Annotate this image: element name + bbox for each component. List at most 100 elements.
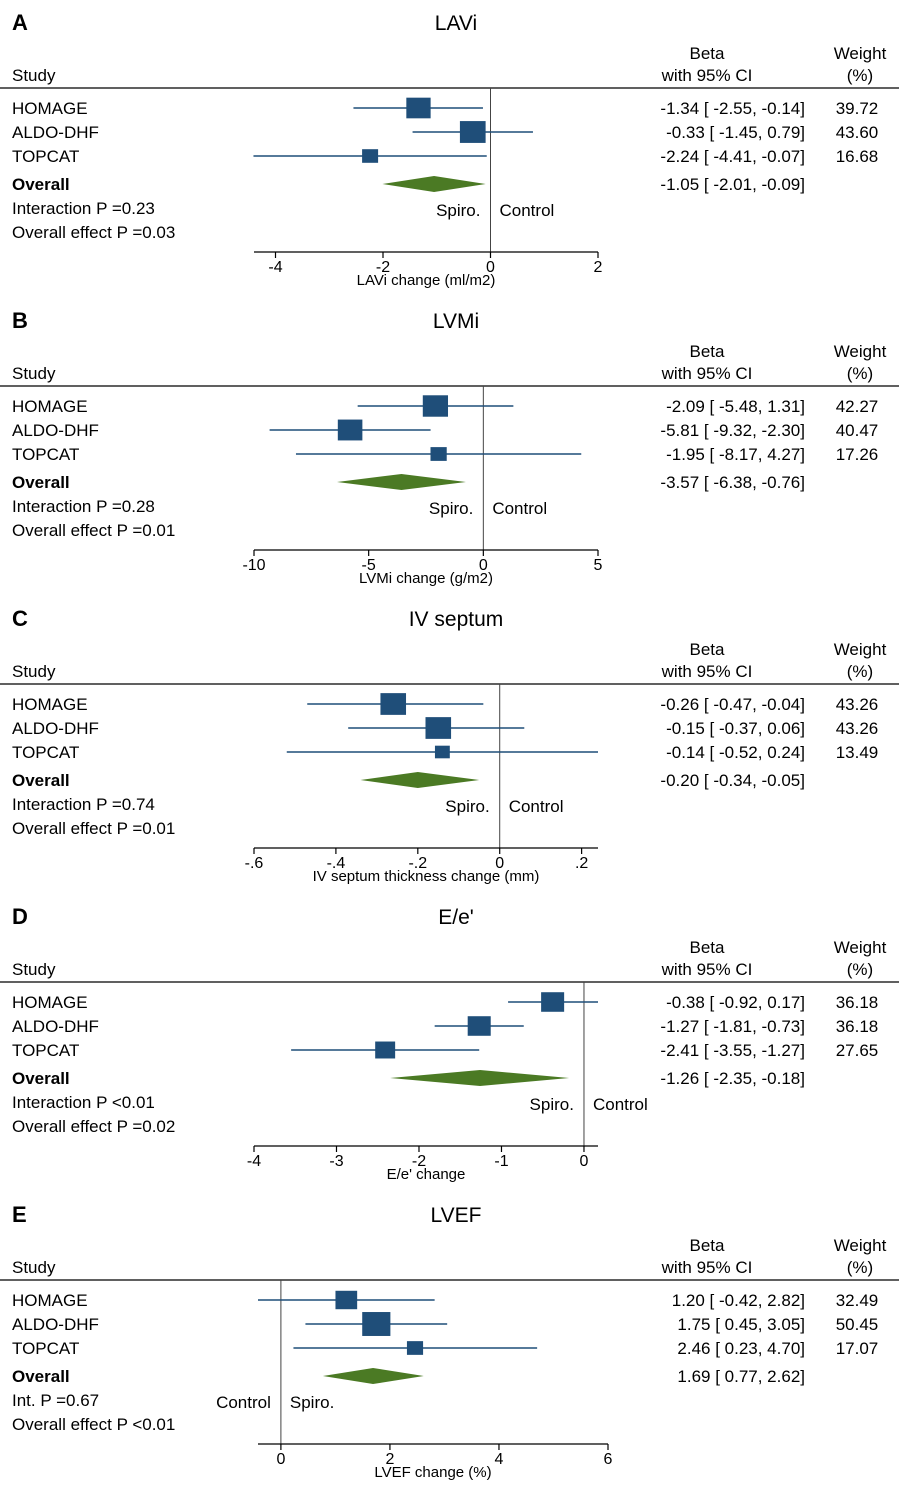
study-weight: 13.49 [836, 743, 879, 762]
header-beta: Beta [690, 640, 726, 659]
study-name: TOPCAT [12, 1041, 79, 1060]
study-name: ALDO-DHF [12, 123, 99, 142]
overall-ci-value: -0.20 [ -0.34, -0.05] [660, 771, 805, 790]
study-weight: 42.27 [836, 397, 879, 416]
study-marker [434, 745, 450, 759]
study-name: ALDO-DHF [12, 719, 99, 738]
panel-title: LAVi [435, 12, 477, 35]
x-axis-label: LVEF change (%) [374, 1464, 491, 1481]
panel-title: IV septum [409, 608, 504, 631]
x-tick-label: .2 [575, 855, 588, 872]
study-ci-value: -1.34 [ -2.55, -0.14] [660, 99, 805, 118]
study-weight: 43.26 [836, 719, 879, 738]
panel-a: A LAVi Study Beta with 95% CI Weight (%) HOMAGE… [0, 10, 899, 289]
x-tick-label: 4 [495, 1451, 504, 1468]
study-ci-value: -0.38 [ -0.92, 0.17] [666, 993, 805, 1012]
panel-d: D E/e' Study Beta with 95% CI Weight (%) HOMAGE… [0, 904, 899, 1183]
x-tick-label: 5 [594, 557, 603, 574]
study-marker [335, 1290, 358, 1310]
overall-effect-p: Overall effect P =0.03 [12, 223, 175, 242]
study-weight: 39.72 [836, 99, 879, 118]
x-tick-label: 2 [385, 1451, 394, 1468]
study-ci-value: -0.14 [ -0.52, 0.24] [666, 743, 805, 762]
study-marker [337, 419, 363, 441]
study-weight: 43.26 [836, 695, 879, 714]
overall-diamond [360, 772, 480, 788]
x-tick-label: 0 [580, 1153, 589, 1170]
study-ci-value: -2.41 [ -3.55, -1.27] [660, 1041, 805, 1060]
panel-letter: B [12, 308, 28, 333]
header-ci: with 95% CI [661, 662, 753, 681]
study-ci-value: 1.20 [ -0.42, 2.82] [672, 1291, 805, 1310]
study-name: TOPCAT [12, 445, 79, 464]
study-weight: 36.18 [836, 993, 879, 1012]
study-name: ALDO-DHF [12, 421, 99, 440]
header-weight-unit: (%) [847, 66, 873, 85]
header-weight-unit: (%) [847, 364, 873, 383]
study-weight: 17.26 [836, 445, 879, 464]
header-weight-unit: (%) [847, 960, 873, 979]
study-weight: 17.07 [836, 1339, 879, 1358]
study-weight: 27.65 [836, 1041, 879, 1060]
x-tick-label: -3 [329, 1153, 343, 1170]
study-marker [362, 149, 379, 163]
header-beta: Beta [690, 1236, 726, 1255]
x-tick-label: -.6 [245, 855, 264, 872]
header-ci: with 95% CI [661, 364, 753, 383]
direction-right-label: Control [593, 1095, 648, 1114]
study-weight: 50.45 [836, 1315, 879, 1334]
study-weight: 36.18 [836, 1017, 879, 1036]
study-marker [467, 1016, 491, 1036]
x-tick-label: -2 [412, 1153, 426, 1170]
study-ci-value: 1.75 [ 0.45, 3.05] [677, 1315, 805, 1334]
header-ci: with 95% CI [661, 66, 753, 85]
study-marker [375, 1041, 396, 1059]
header-ci: with 95% CI [661, 960, 753, 979]
study-ci-value: -0.33 [ -1.45, 0.79] [666, 123, 805, 142]
direction-right-label: Control [492, 499, 547, 518]
header-study: Study [12, 1258, 56, 1277]
overall-ci-value: -1.05 [ -2.01, -0.09] [660, 175, 805, 194]
x-tick-label: -4 [268, 259, 282, 276]
study-marker [362, 1312, 391, 1336]
panel-letter: A [12, 10, 28, 35]
study-name: TOPCAT [12, 1339, 79, 1358]
study-name: HOMAGE [12, 993, 88, 1012]
direction-left-label: Control [216, 1393, 271, 1412]
x-tick-label: 0 [486, 259, 495, 276]
x-tick-label: -.2 [408, 855, 427, 872]
header-beta: Beta [690, 342, 726, 361]
interaction-p: Interaction P =0.28 [12, 497, 155, 516]
header-weight: Weight [834, 640, 887, 659]
study-ci-value: -0.26 [ -0.47, -0.04] [660, 695, 805, 714]
study-ci-value: -2.24 [ -4.41, -0.07] [660, 147, 805, 166]
x-axis-label: LAVi change (ml/m2) [357, 272, 496, 289]
direction-left-label: Spiro. [530, 1095, 574, 1114]
study-name: TOPCAT [12, 743, 79, 762]
x-tick-label: 2 [594, 259, 603, 276]
direction-left-label: Spiro. [436, 201, 480, 220]
header-weight: Weight [834, 1236, 887, 1255]
panel-b: B LVMi Study Beta with 95% CI Weight (%) HOMAGE… [0, 308, 899, 587]
study-marker [380, 693, 407, 715]
x-axis-label: IV septum thickness change (mm) [313, 868, 540, 885]
study-weight: 40.47 [836, 421, 879, 440]
x-axis-label: LVMi change (g/m2) [359, 570, 493, 587]
interaction-p: Interaction P <0.01 [12, 1093, 155, 1112]
study-ci-value: -0.15 [ -0.37, 0.06] [666, 719, 805, 738]
overall-label: Overall [12, 1069, 70, 1088]
study-ci-value: 2.46 [ 0.23, 4.70] [677, 1339, 805, 1358]
x-tick-label: -1 [494, 1153, 508, 1170]
header-weight-unit: (%) [847, 1258, 873, 1277]
x-tick-label: -2 [376, 259, 390, 276]
header-weight-unit: (%) [847, 662, 873, 681]
overall-label: Overall [12, 175, 70, 194]
overall-effect-p: Overall effect P =0.02 [12, 1117, 175, 1136]
study-name: HOMAGE [12, 99, 88, 118]
study-marker [406, 97, 431, 119]
study-marker [430, 447, 447, 461]
x-tick-label: -4 [247, 1153, 261, 1170]
header-study: Study [12, 66, 56, 85]
study-name: HOMAGE [12, 397, 88, 416]
